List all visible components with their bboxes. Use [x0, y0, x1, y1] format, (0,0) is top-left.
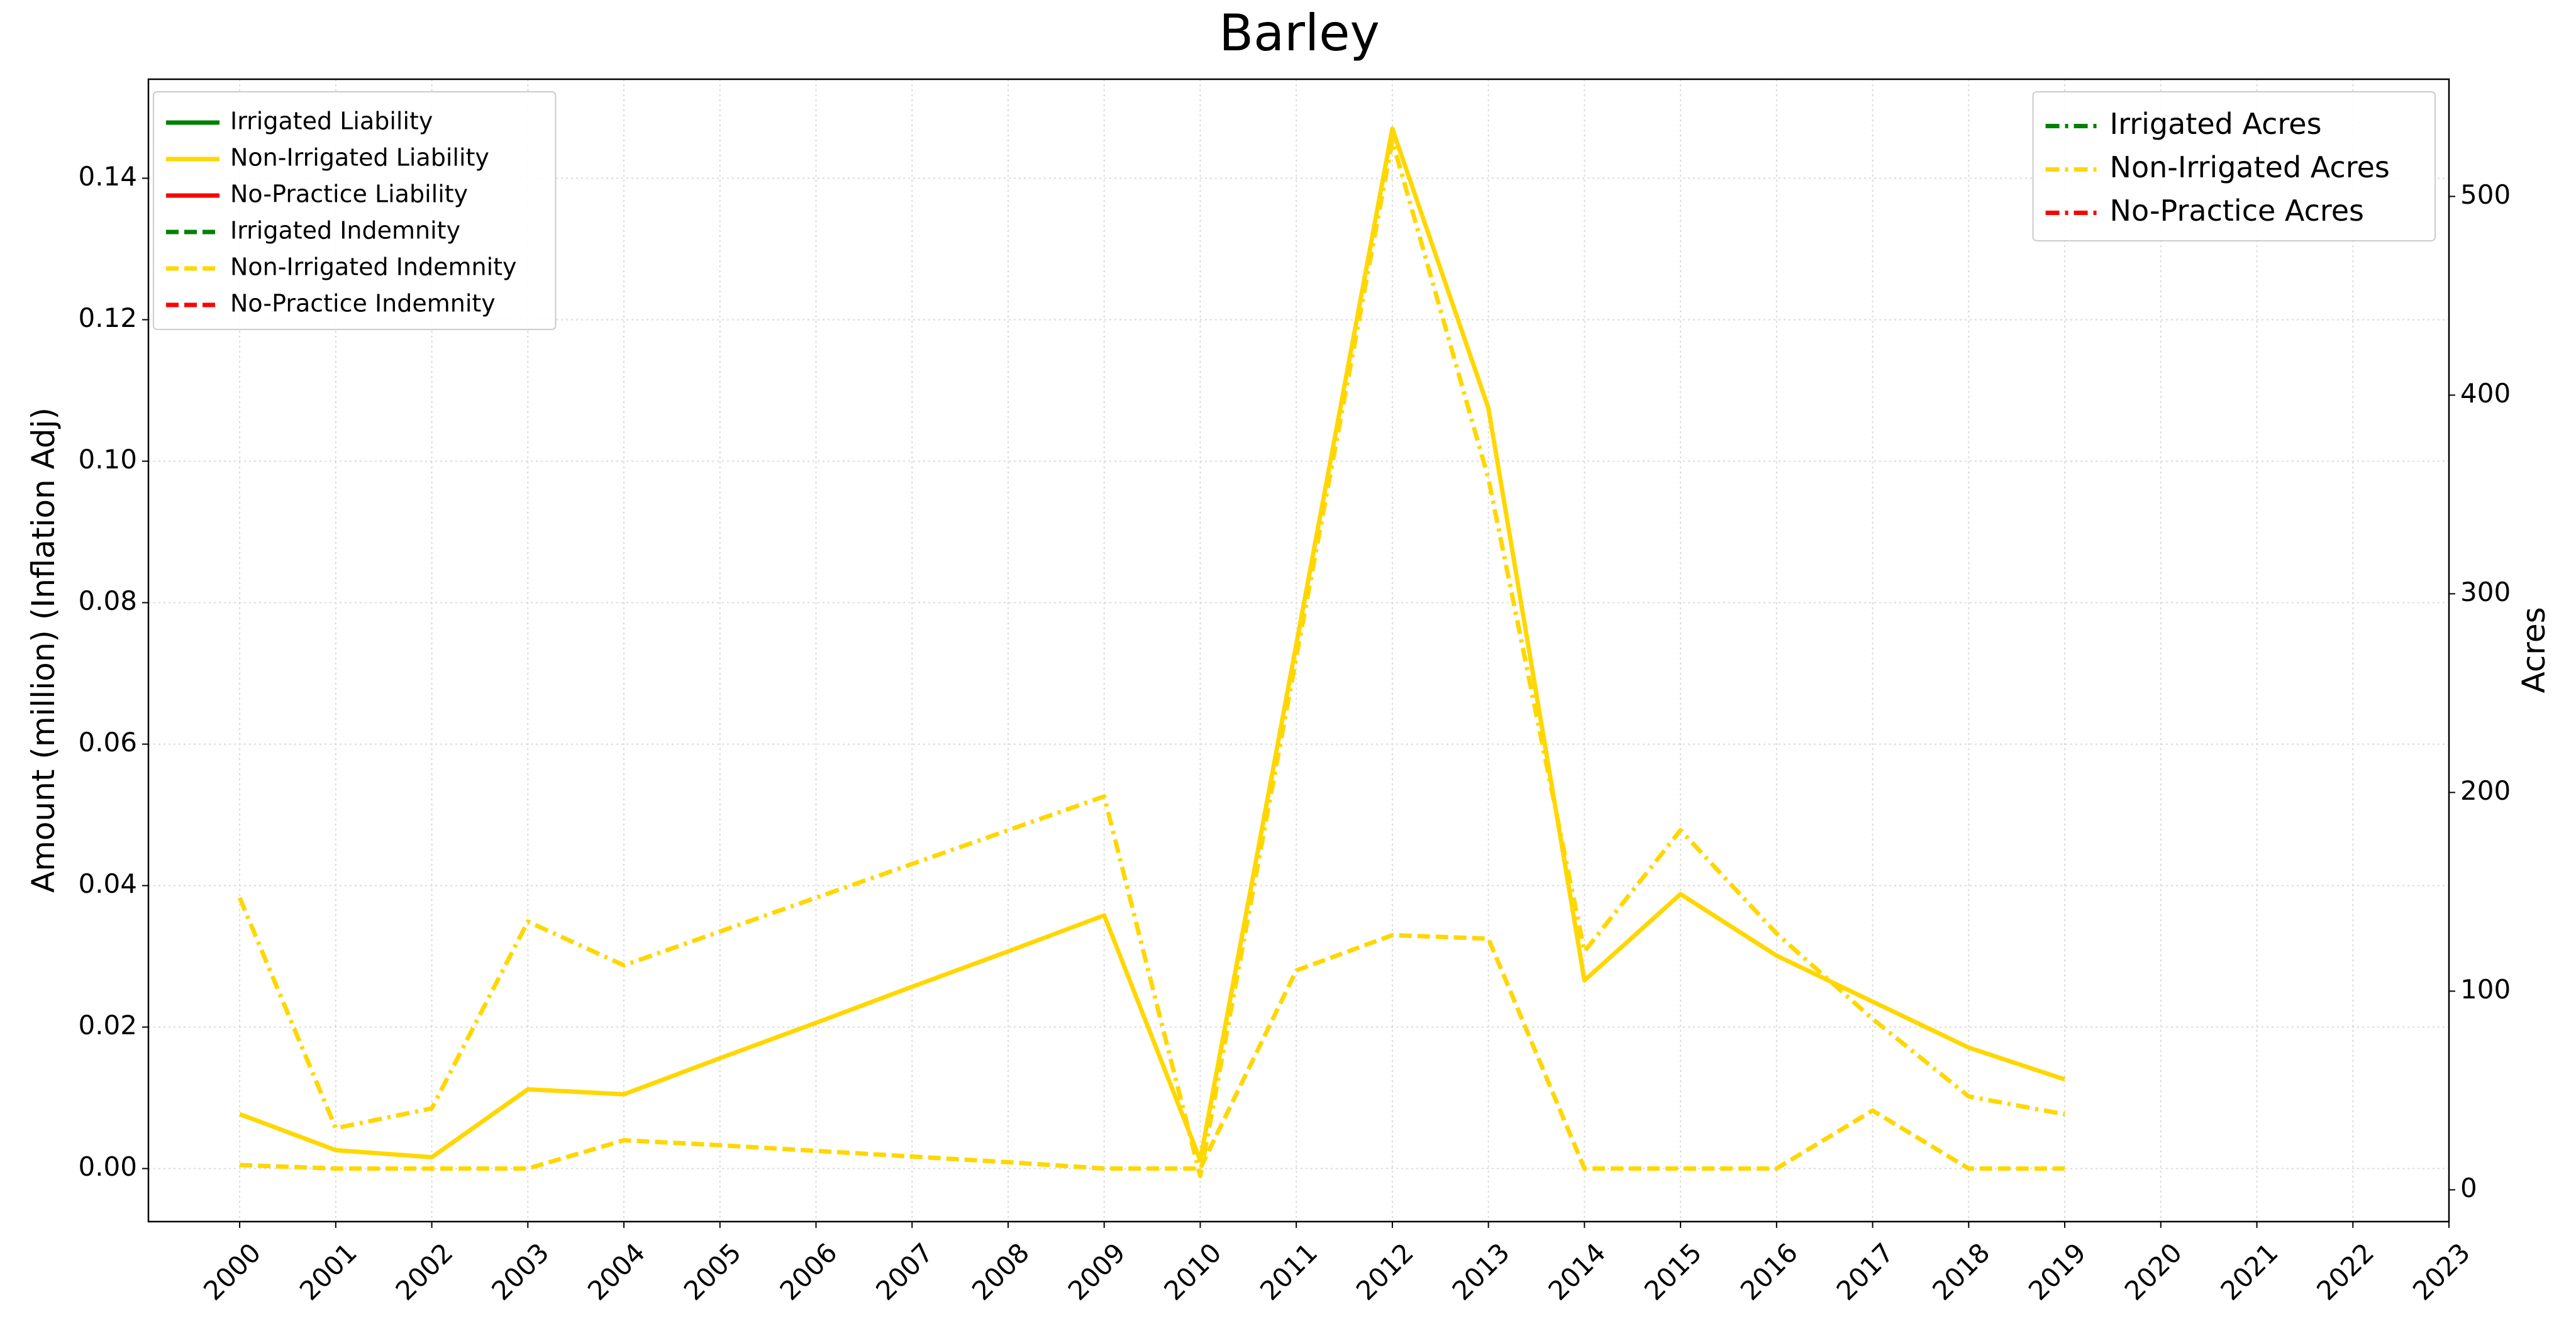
y2-tick-label: 400 [2460, 378, 2511, 409]
chart-title: Barley [1219, 4, 1380, 62]
y-tick-label: 0.14 [78, 161, 137, 192]
y2-tick-label: 300 [2460, 577, 2511, 607]
legend-label: Irrigated Liability [230, 108, 433, 135]
y-axis-label: Amount (million) (Inflation Adj) [25, 407, 62, 893]
y-tick-label: 0.06 [78, 727, 137, 758]
y-tick-label: 0.00 [78, 1151, 137, 1182]
y-tick-label: 0.04 [78, 868, 137, 899]
legend: Irrigated Liability Non-Irrigated Liabili… [153, 91, 557, 330]
y-tick-label: 0.08 [78, 585, 137, 616]
legend-label: No-Practice Acres [2110, 194, 2364, 228]
series-line [237, 138, 2065, 1178]
legend-label: Non-Irrigated Liability [230, 144, 489, 172]
y2-axis-label: Acres [2516, 607, 2552, 693]
y-tick-label: 0.02 [78, 1010, 137, 1041]
y-tick-label: 0.10 [78, 444, 137, 475]
y2-tick-label: 200 [2460, 775, 2511, 806]
y2-tick-label: 500 [2460, 179, 2511, 210]
legend-label: Irrigated Indemnity [230, 217, 460, 245]
series-line [238, 126, 2066, 1163]
plot-frame [147, 78, 2450, 1223]
legend: Irrigated Acres Non-Irrigated Acres No-Pra… [2032, 91, 2436, 241]
legend-label: No-Practice Indemnity [230, 290, 496, 318]
y2-tick-label: 100 [2460, 974, 2511, 1005]
legend-label: Non-Irrigated Acres [2110, 150, 2390, 184]
legend-box [2032, 91, 2436, 241]
y-tick-label: 0.12 [78, 302, 137, 333]
y2-tick-label: 0 [2460, 1173, 2477, 1203]
legend-label: No-Practice Liability [230, 180, 468, 208]
legend-label: Non-Irrigated Indemnity [230, 253, 517, 281]
legend-box [153, 91, 557, 330]
legend-label: Irrigated Acres [2110, 107, 2322, 141]
series-line [239, 932, 2065, 1171]
